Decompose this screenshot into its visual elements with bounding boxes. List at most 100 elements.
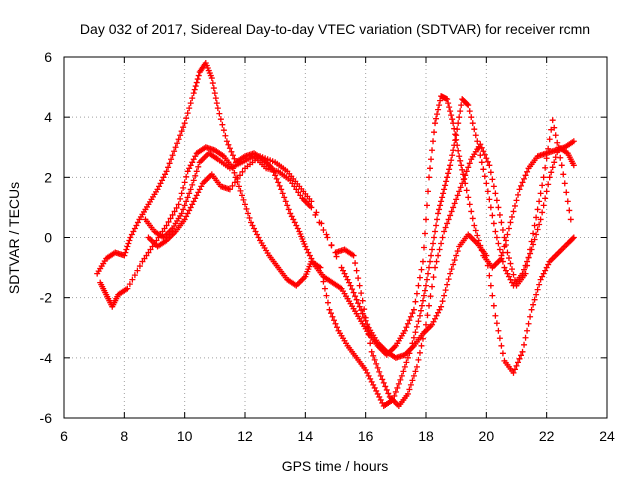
data-point (524, 327, 531, 334)
data-point (445, 100, 452, 107)
data-point (248, 219, 255, 226)
y-tick-label: -2 (40, 290, 53, 306)
data-point (178, 190, 185, 197)
data-point (481, 173, 488, 180)
data-point (124, 243, 131, 250)
data-point (254, 231, 261, 238)
data-point (416, 274, 423, 281)
x-tick-label: 16 (358, 428, 374, 444)
data-point (374, 390, 381, 397)
data-point (420, 244, 427, 251)
data-point (429, 283, 436, 290)
data-point (513, 362, 520, 369)
data-point (465, 164, 472, 171)
data-point (543, 264, 550, 271)
data-point (239, 168, 246, 175)
data-point (186, 165, 193, 172)
data-point (180, 206, 187, 213)
data-point (458, 162, 465, 169)
data-point (493, 234, 500, 241)
data-point (385, 390, 392, 397)
data-point (371, 356, 378, 363)
data-point (510, 369, 517, 376)
data-point (290, 216, 297, 223)
data-point (504, 270, 511, 277)
data-point (489, 176, 496, 183)
data-point (423, 282, 429, 289)
data-point (181, 179, 188, 186)
data-point (353, 267, 360, 274)
data-point (540, 202, 547, 209)
data-point (551, 159, 558, 166)
data-point (162, 171, 169, 178)
data-point (181, 120, 188, 127)
data-point (435, 210, 442, 217)
data-point (434, 216, 441, 223)
data-point (353, 296, 360, 303)
data-point (522, 172, 529, 179)
data-point (423, 216, 429, 223)
data-point (212, 95, 219, 102)
data-point (549, 164, 556, 171)
data-point (391, 392, 398, 399)
data-point (457, 184, 464, 191)
data-point (551, 124, 558, 131)
data-point (243, 205, 250, 212)
data-point (306, 252, 313, 259)
data-point (374, 364, 381, 371)
data-point (181, 216, 188, 223)
data-point (530, 301, 537, 308)
series-group (94, 60, 577, 409)
data-point (318, 271, 325, 278)
data-point (545, 181, 552, 188)
data-point (528, 238, 535, 245)
data-point (136, 263, 143, 270)
data-point (424, 202, 431, 209)
data-point (536, 221, 543, 228)
data-point (231, 169, 238, 176)
data-point (543, 188, 550, 195)
data-point (436, 306, 443, 313)
data-point (187, 204, 194, 211)
data-point (560, 171, 567, 178)
data-point (484, 158, 491, 165)
data-point (444, 220, 451, 227)
data-point (404, 390, 411, 397)
y-axis-label: SDTVAR / TECUs (6, 182, 22, 294)
data-point (440, 190, 447, 197)
data-point (418, 342, 425, 349)
data-point (180, 124, 187, 131)
data-point (195, 163, 202, 170)
data-point (527, 246, 534, 253)
data-point (308, 204, 315, 211)
data-point (471, 222, 478, 229)
data-point (484, 188, 491, 195)
data-point (539, 209, 546, 216)
data-point (398, 372, 405, 379)
data-point (222, 132, 229, 139)
data-point (543, 155, 550, 162)
data-point (437, 202, 444, 209)
data-point (501, 264, 508, 271)
data-point (321, 285, 328, 292)
data-point (449, 116, 456, 123)
data-point (468, 114, 475, 121)
data-point (370, 352, 377, 359)
data-point (171, 208, 178, 215)
data-point (426, 264, 433, 271)
data-point (371, 384, 378, 391)
data-point (377, 396, 384, 403)
data-point (121, 252, 128, 259)
data-point (449, 152, 456, 159)
data-point (439, 234, 446, 241)
data-point (463, 168, 470, 175)
data-point (125, 240, 132, 247)
data-point (246, 214, 253, 221)
data-point (428, 156, 435, 163)
data-point (333, 253, 340, 260)
data-point (548, 126, 555, 133)
data-point (291, 219, 298, 226)
data-point (542, 267, 549, 274)
data-point (537, 216, 544, 223)
